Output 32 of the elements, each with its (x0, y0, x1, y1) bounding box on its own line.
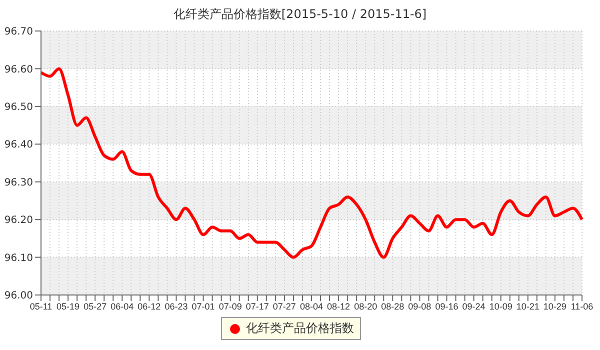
x-tick-label: 07-09 (218, 301, 242, 312)
x-tick-label: 05-27 (84, 301, 107, 312)
y-tick-label: 96.20 (4, 215, 33, 226)
x-tick-label: 06-23 (164, 301, 188, 312)
x-tick-label: 09-24 (462, 301, 486, 312)
x-tick-label: 06-04 (110, 301, 134, 312)
y-tick-label: 96.40 (4, 140, 33, 151)
x-tick-label: 08-28 (381, 301, 404, 312)
x-tick-label: 06-12 (138, 301, 161, 312)
y-tick-label: 96.10 (4, 252, 33, 264)
y-tick-label: 96.30 (4, 177, 33, 188)
y-tick-label: 96.70 (4, 26, 33, 38)
x-tick-label: 10-09 (489, 301, 512, 312)
x-tick-label: 10-21 (516, 301, 540, 312)
line-series (40, 67, 584, 259)
x-tick-label: 09-16 (435, 301, 458, 312)
y-tick-label: 96.50 (4, 102, 33, 113)
x-tick-label: 07-01 (192, 301, 215, 312)
chart-title: 化纤类产品价格指数[2015-5-10 / 2015-11-6] (172, 6, 428, 23)
x-tick-label: 07-27 (272, 301, 296, 312)
x-tick-label: 10-29 (543, 301, 566, 312)
x-tick-label: 08-20 (354, 301, 378, 312)
x-tick-label: 05-11 (30, 301, 52, 312)
y-tick-label: 96.00 (4, 290, 33, 302)
x-tick-label: 08-04 (300, 301, 324, 312)
legend-label: 化纤类产品价格指数 (246, 320, 354, 337)
x-tick-label: 05-19 (56, 301, 80, 312)
y-tick-label: 96.60 (4, 64, 33, 76)
x-tick-label: 08-12 (327, 301, 350, 312)
x-tick-label: 11-06 (570, 301, 594, 312)
x-tick-label: 09-08 (408, 301, 432, 312)
x-tick-label: 07-17 (246, 301, 269, 312)
